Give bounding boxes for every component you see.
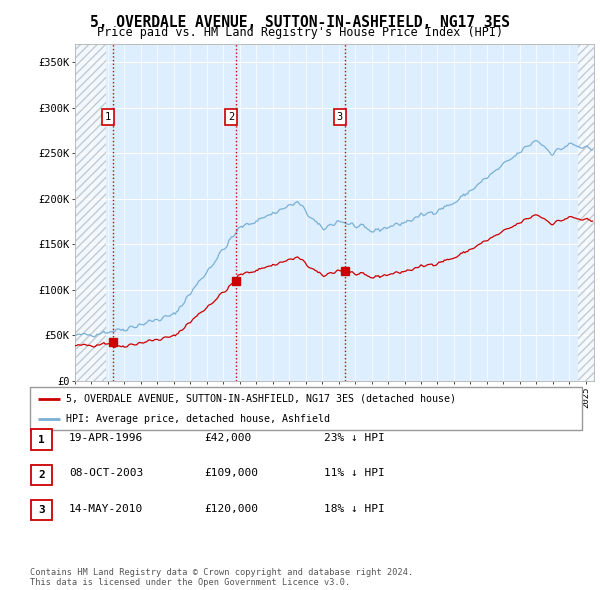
Text: 5, OVERDALE AVENUE, SUTTON-IN-ASHFIELD, NG17 3ES (detached house): 5, OVERDALE AVENUE, SUTTON-IN-ASHFIELD, … [66, 394, 456, 404]
Text: 3: 3 [337, 112, 343, 122]
Text: 14-MAY-2010: 14-MAY-2010 [69, 504, 143, 513]
Text: £42,000: £42,000 [204, 433, 251, 442]
Text: 23% ↓ HPI: 23% ↓ HPI [324, 433, 385, 442]
Text: 08-OCT-2003: 08-OCT-2003 [69, 468, 143, 478]
Text: 19-APR-1996: 19-APR-1996 [69, 433, 143, 442]
Bar [75, 44, 106, 381]
Text: 3: 3 [38, 506, 45, 515]
Text: 5, OVERDALE AVENUE, SUTTON-IN-ASHFIELD, NG17 3ES: 5, OVERDALE AVENUE, SUTTON-IN-ASHFIELD, … [90, 15, 510, 30]
Text: Contains HM Land Registry data © Crown copyright and database right 2024.
This d: Contains HM Land Registry data © Crown c… [30, 568, 413, 587]
Bar [75, 44, 108, 381]
Text: £109,000: £109,000 [204, 468, 258, 478]
Bar [578, 44, 600, 381]
Text: 1: 1 [38, 435, 45, 444]
FancyBboxPatch shape [30, 387, 582, 430]
Text: 2: 2 [228, 112, 234, 122]
Text: 1: 1 [105, 112, 111, 122]
Text: £120,000: £120,000 [204, 504, 258, 513]
Text: HPI: Average price, detached house, Ashfield: HPI: Average price, detached house, Ashf… [66, 414, 330, 424]
Text: Price paid vs. HM Land Registry's House Price Index (HPI): Price paid vs. HM Land Registry's House … [97, 26, 503, 39]
Text: 2: 2 [38, 470, 45, 480]
Text: 18% ↓ HPI: 18% ↓ HPI [324, 504, 385, 513]
Text: 11% ↓ HPI: 11% ↓ HPI [324, 468, 385, 478]
